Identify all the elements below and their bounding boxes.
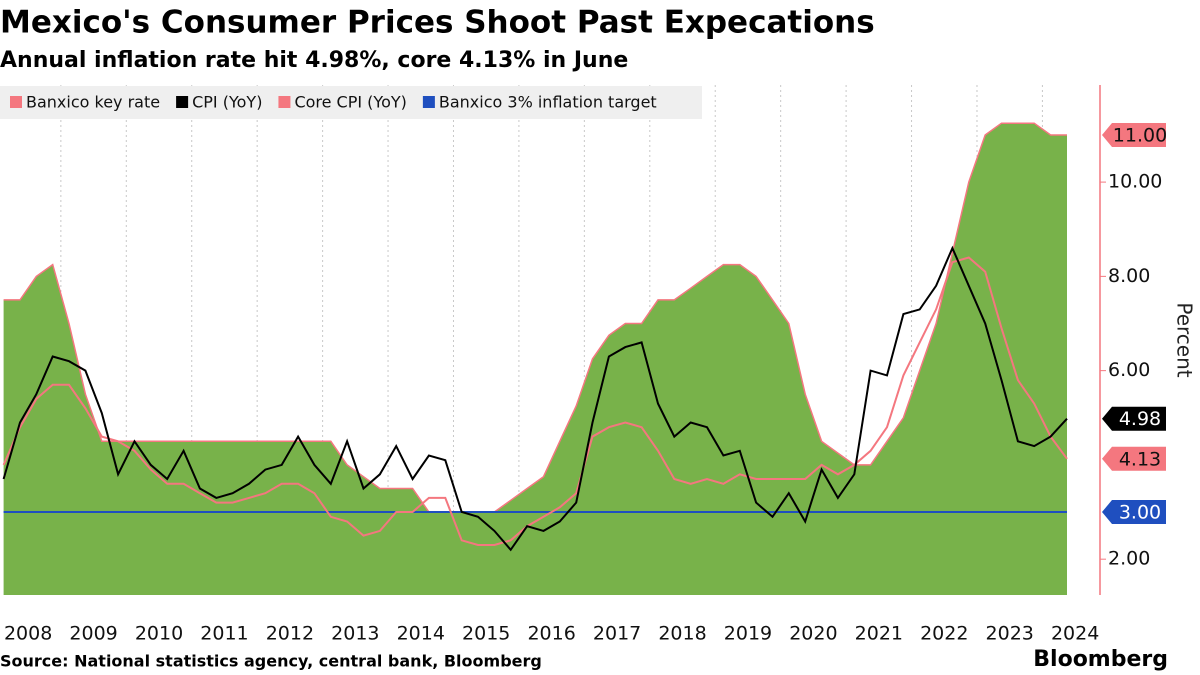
end-label: 4.98 [1119,408,1161,430]
x-tick-label: 2020 [789,623,837,645]
x-tick-label: 2015 [462,623,510,645]
brand: Bloomberg [1033,647,1168,672]
x-tick-label: 2016 [527,623,575,645]
end-label: 3.00 [1119,502,1161,524]
chart-title: Mexico's Consumer Prices Shoot Past Expe… [0,5,875,41]
x-tick-label: 2011 [200,623,248,645]
legend-label: Banxico key rate [26,93,160,112]
chart-subtitle: Annual inflation rate hit 4.98%, core 4.… [0,48,628,73]
x-tick-label: 2023 [986,623,1034,645]
x-tick-label: 2024 [1051,623,1099,645]
x-tick-label: 2019 [724,623,772,645]
end-label: 11.00 [1113,124,1167,146]
legend-swatch [422,96,435,108]
end-label-box [1102,122,1166,147]
x-tick-label: 2022 [920,623,968,645]
y-tick-label: 2.00 [1108,548,1150,570]
line [3,122,1067,513]
end-label-box [1102,446,1166,471]
y-tick-label: 6.00 [1108,359,1150,381]
legend-swatch [176,96,189,108]
y-tick-label: 10.00 [1108,171,1162,193]
legend-label: Core CPI (YoY) [294,93,406,112]
x-tick-label: 2021 [855,623,903,645]
x-tick-label: 2012 [266,623,314,645]
x-tick-label: 2014 [397,623,445,645]
x-tick-label: 2008 [4,623,52,645]
x-tick-label: 2017 [593,623,641,645]
x-tick-label: 2010 [135,623,183,645]
source-note: Source: National statistics agency, cent… [0,652,542,671]
legend-swatch [278,96,291,108]
x-tick-label: 2018 [658,623,706,645]
y-axis-label: Percent [1173,302,1197,377]
x-tick-label: 2009 [69,623,117,645]
y-tick-label: 8.00 [1108,265,1150,287]
legend-swatch [10,96,22,108]
end-label: 4.13 [1119,448,1161,470]
legend-label: CPI (YoY) [192,93,262,112]
x-tick-label: 2013 [331,623,379,645]
end-label-box [1102,500,1166,525]
line [2,256,1068,546]
legend-label: Banxico 3% inflation target [439,93,657,112]
line [2,245,1068,552]
end-label-box [1102,406,1166,431]
legend-background [0,86,702,119]
area [3,123,1068,595]
